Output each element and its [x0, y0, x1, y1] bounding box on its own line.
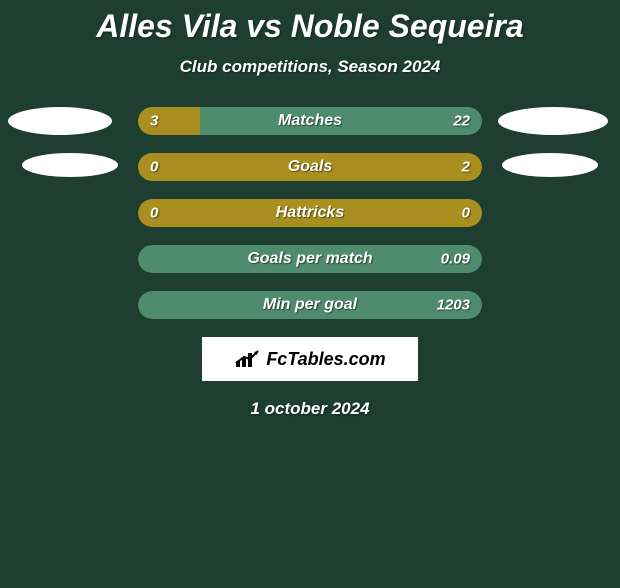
stat-bar-goals: Goals0 2: [138, 153, 482, 181]
bar-label: Hattricks: [138, 204, 482, 222]
bars-container: Matches322Goals02Hattricks00Goals per ma…: [138, 107, 482, 319]
bar-label: Matches: [138, 112, 482, 130]
logo-text: FcTables.com: [266, 349, 385, 370]
bar-label: Goals: [138, 158, 482, 176]
bar-label: Goals per match: [138, 250, 482, 268]
bar-value-left: 0: [150, 159, 158, 176]
logo-box: FcTables.com: [202, 337, 418, 381]
bar-value-left: 0: [150, 205, 158, 222]
page-subtitle: Club competitions, Season 2024: [0, 57, 620, 77]
bar-value-right: 1203: [437, 297, 470, 314]
decorative-ellipse-3: [502, 153, 598, 177]
stat-bar-min-per-goal: Min per goal1203: [138, 291, 482, 319]
stat-bar-matches: Matches3 22: [138, 107, 482, 135]
decorative-ellipse-0: [8, 107, 112, 135]
stat-bar-hattricks: Hattricks0 0: [138, 199, 482, 227]
comparison-content: Matches322Goals02Hattricks00Goals per ma…: [0, 107, 620, 419]
date-text: 1 october 2024: [0, 399, 620, 419]
decorative-ellipse-2: [498, 107, 608, 135]
bar-value-right: 22: [453, 113, 470, 130]
bar-value-right: 2: [462, 159, 470, 176]
decorative-ellipse-1: [22, 153, 118, 177]
stat-bar-goals-per-match: Goals per match0.09: [138, 245, 482, 273]
bar-value-right: 0.09: [441, 251, 470, 268]
logo-chart-icon: [234, 349, 262, 369]
page-title: Alles Vila vs Noble Sequeira: [0, 8, 620, 45]
bar-value-left: 3: [150, 113, 158, 130]
bar-label: Min per goal: [138, 296, 482, 314]
bar-value-right: 0: [462, 205, 470, 222]
